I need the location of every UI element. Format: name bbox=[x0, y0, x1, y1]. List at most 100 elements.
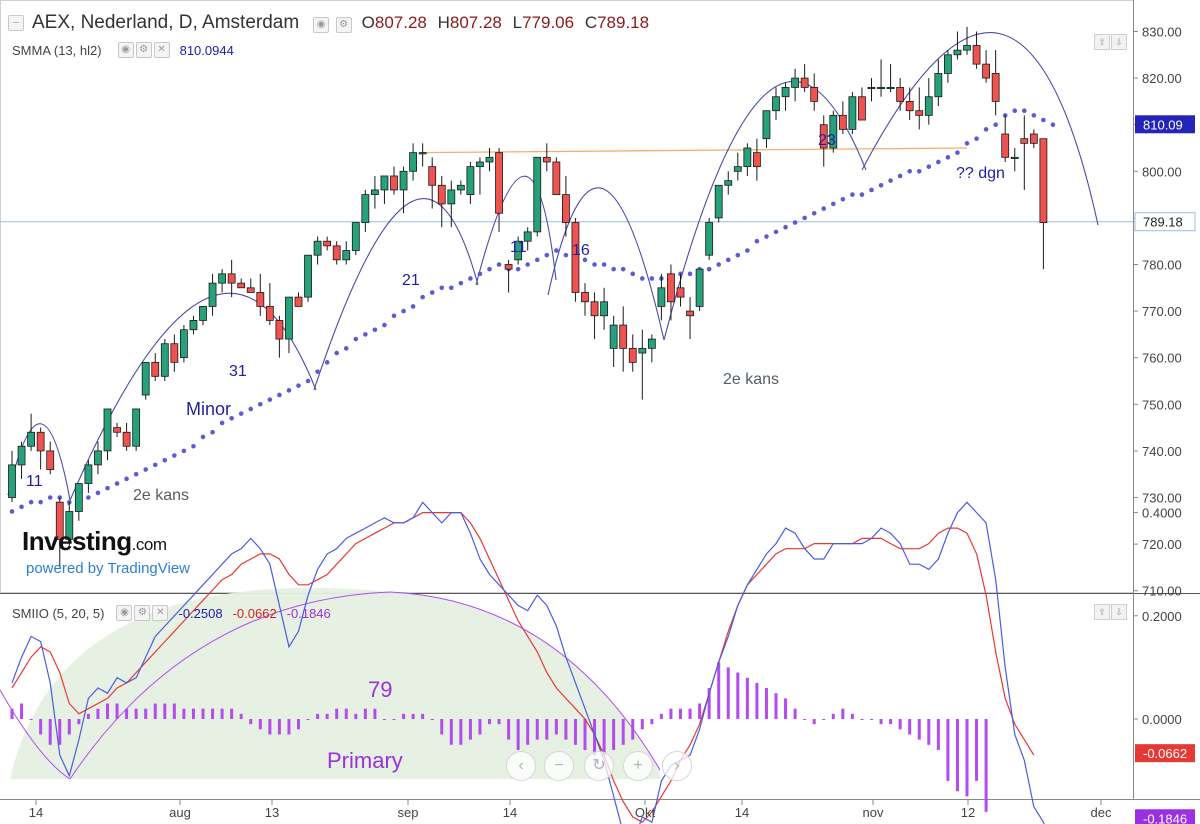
candle-body bbox=[351, 222, 360, 251]
smma-legend[interactable]: SMMA (13, hl2) ◉ ⚙ ✕ 810.0944 bbox=[12, 42, 234, 58]
candle bbox=[552, 157, 561, 195]
close-icon[interactable]: ✕ bbox=[153, 42, 170, 58]
osc-hist-bar bbox=[955, 719, 959, 792]
smma-dot bbox=[620, 266, 626, 272]
osc-tick-label: 0.4000 bbox=[1142, 506, 1182, 521]
smma-dot bbox=[19, 504, 24, 510]
smma-dot bbox=[363, 332, 368, 337]
osc-arc-left bbox=[0, 689, 71, 780]
osc-hist-bar bbox=[96, 708, 100, 719]
osc-hist-bar bbox=[889, 719, 893, 725]
osc-hist-bar bbox=[679, 708, 682, 719]
candle-body bbox=[523, 231, 532, 242]
candle-body bbox=[380, 175, 389, 191]
chevron-left-icon[interactable]: ‹ bbox=[506, 751, 536, 781]
smma-dot bbox=[334, 350, 340, 356]
osc-hist-bar bbox=[669, 708, 673, 719]
candle bbox=[332, 241, 341, 265]
osc-hist-bar bbox=[784, 698, 788, 719]
candle-body bbox=[46, 450, 55, 470]
candle bbox=[447, 180, 456, 228]
osc-hist-bar bbox=[10, 708, 14, 719]
candle bbox=[351, 222, 360, 256]
candle-body bbox=[370, 189, 379, 196]
candle-body bbox=[304, 254, 312, 298]
smma-dot bbox=[496, 262, 502, 267]
collapse-icon[interactable]: – bbox=[8, 15, 24, 31]
low-label: L bbox=[512, 13, 523, 32]
osc-hist-bar bbox=[106, 703, 109, 719]
candle bbox=[647, 334, 656, 363]
chart-annotation: Minor bbox=[186, 399, 231, 419]
osc-hist-bar bbox=[917, 719, 921, 740]
arrow-down-icon[interactable]: ⇩ bbox=[1111, 604, 1127, 620]
osc-hist-bar bbox=[545, 719, 549, 740]
candle bbox=[189, 315, 198, 335]
arrow-down-icon[interactable]: ⇩ bbox=[1111, 34, 1127, 50]
candle-body bbox=[227, 273, 236, 284]
osc-hist-bar bbox=[449, 719, 453, 745]
candle bbox=[1020, 115, 1029, 190]
price-tick-label: 740.00 bbox=[1142, 444, 1182, 459]
candle-body bbox=[867, 87, 876, 90]
candle bbox=[810, 73, 819, 111]
time-tick-label: 14 bbox=[29, 805, 43, 820]
osc-hist-bar bbox=[908, 719, 912, 735]
candle bbox=[36, 427, 45, 470]
candle bbox=[819, 115, 828, 167]
candle bbox=[705, 217, 714, 260]
resistance-line bbox=[420, 147, 968, 154]
chart-annotation: 31 bbox=[229, 363, 247, 380]
eye-icon[interactable]: ◉ bbox=[313, 16, 330, 33]
smma-dot bbox=[353, 336, 359, 342]
osc-arc-primary bbox=[69, 591, 661, 780]
zoom-in-icon[interactable]: + bbox=[623, 751, 653, 781]
candle-body bbox=[581, 292, 589, 303]
candle bbox=[1029, 129, 1038, 148]
smiio-legend[interactable]: SMIIO (5, 20, 5) ◉ ⚙ ✕ -0.2508 -0.0662 -… bbox=[12, 605, 331, 621]
candle-body bbox=[17, 445, 26, 466]
candle bbox=[46, 441, 55, 475]
osc-hist-bar bbox=[526, 719, 530, 745]
osc-hist-bar bbox=[612, 719, 616, 750]
close-icon[interactable]: ✕ bbox=[152, 605, 169, 621]
smma-dot bbox=[1002, 113, 1008, 118]
candle bbox=[514, 236, 523, 265]
smma-dot bbox=[525, 262, 530, 267]
price-tick-label: 830.00 bbox=[1142, 25, 1182, 40]
smiio-label: SMIIO (5, 20, 5) bbox=[12, 605, 105, 621]
high-label: H bbox=[437, 13, 450, 32]
zoom-out-icon[interactable]: − bbox=[544, 751, 574, 781]
candle-body bbox=[285, 296, 293, 340]
reset-icon[interactable]: ↻ bbox=[584, 751, 614, 781]
candle bbox=[686, 297, 694, 340]
eye-icon[interactable]: ◉ bbox=[117, 42, 134, 58]
candle-body bbox=[924, 96, 933, 116]
chevron-right-icon[interactable]: › bbox=[662, 751, 692, 781]
gear-icon[interactable]: ⚙ bbox=[134, 605, 151, 621]
smma-dot bbox=[592, 262, 597, 267]
candle bbox=[199, 306, 207, 326]
candle bbox=[562, 175, 570, 237]
osc-hist-bar bbox=[478, 719, 482, 735]
time-tick-label: sep bbox=[398, 805, 419, 820]
smma-dot bbox=[372, 327, 378, 333]
osc-smi-line bbox=[11, 501, 1045, 824]
osc-hist-bar bbox=[554, 719, 558, 735]
gear-icon[interactable]: ⚙ bbox=[135, 42, 152, 58]
candle-body bbox=[724, 180, 733, 186]
smma-dot bbox=[468, 276, 473, 281]
cycle-arc bbox=[313, 198, 479, 391]
osc-hist-bar bbox=[153, 703, 157, 719]
smma-dot bbox=[745, 248, 750, 253]
eye-icon[interactable]: ◉ bbox=[116, 605, 133, 621]
gear-icon[interactable]: ⚙ bbox=[335, 16, 352, 33]
arrow-up-icon[interactable]: ⇧ bbox=[1094, 34, 1110, 50]
open-value: 807.28 bbox=[374, 13, 427, 32]
candle bbox=[1010, 148, 1019, 172]
powered-by-label[interactable]: powered by TradingView bbox=[26, 560, 190, 577]
arrow-up-icon[interactable]: ⇧ bbox=[1094, 604, 1110, 620]
smma-dot bbox=[907, 169, 912, 174]
smma-dot bbox=[983, 127, 989, 132]
